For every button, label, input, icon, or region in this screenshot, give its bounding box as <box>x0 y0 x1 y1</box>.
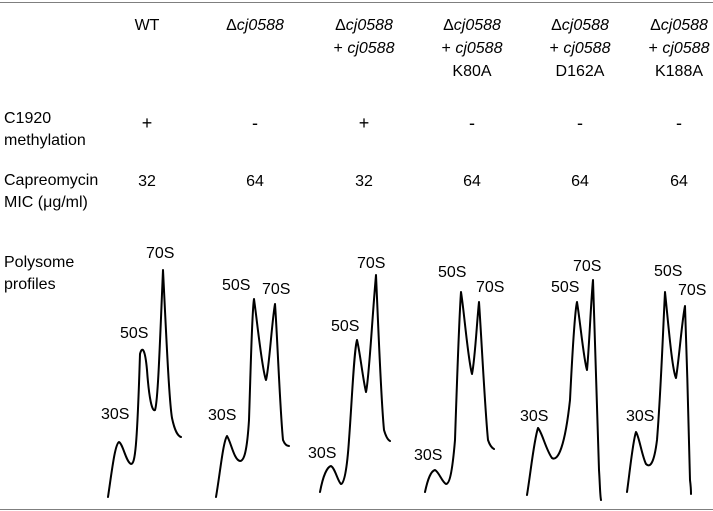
row-label-line: Polysome <box>4 254 75 271</box>
gene-name: cj0588 <box>660 17 708 34</box>
polysome-profile-mutant: 30S 50S 70S <box>208 277 290 498</box>
column-header-k80a: Δcj0588 + cj0588 K80A <box>418 14 526 83</box>
header-text: Δ <box>650 17 661 34</box>
methylation-value: - <box>676 113 682 133</box>
column-header-line: Δcj0588 <box>526 14 634 37</box>
column-header-mutant: Δcj0588 <box>201 14 309 37</box>
peak-label-50s: 50S <box>551 279 579 296</box>
gene-name: cj0588 <box>561 17 609 34</box>
row-label-line: C1920 <box>4 110 52 127</box>
polysome-trace <box>107 269 182 498</box>
methylation-value: - <box>252 113 258 133</box>
row-label-mic: Capreomycin MIC (μg/ml) <box>4 170 98 214</box>
methylation-value: + <box>358 113 370 133</box>
polysome-trace <box>215 298 290 498</box>
header-text: K188A <box>654 63 704 80</box>
column-header-line: K80A <box>418 60 526 83</box>
header-text: WT <box>134 17 160 34</box>
row-label-polysome: Polysome profiles <box>4 252 74 296</box>
header-text: Δ <box>443 17 454 34</box>
peak-label-70s: 70S <box>146 245 174 262</box>
row-label-line: MIC (μg/ml) <box>4 194 88 211</box>
peak-label-70s: 70S <box>357 255 385 272</box>
column-header-line: + cj0588 <box>625 37 713 60</box>
header-text: Δ <box>335 17 346 34</box>
gene-name: cj0588 <box>236 17 284 34</box>
peak-label-70s: 70S <box>678 282 706 299</box>
polysome-profile-k188a: 30S 50S 70S <box>626 263 706 495</box>
gene-name: cj0588 <box>563 40 611 57</box>
mic-value: 64 <box>246 173 264 190</box>
header-text: Δ <box>551 17 562 34</box>
peak-label-30s: 30S <box>101 406 129 423</box>
methylation-value: - <box>469 113 475 133</box>
row-label-line: methylation <box>4 132 86 149</box>
column-header-line: WT <box>93 14 201 37</box>
polysome-profile-d162a: 30S 50S 70S <box>520 258 602 501</box>
peak-label-50s: 50S <box>222 277 250 294</box>
column-header-line: Δcj0588 <box>625 14 713 37</box>
column-header-line: Δcj0588 <box>418 14 526 37</box>
header-text: + <box>441 40 456 57</box>
header-text: + <box>648 40 663 57</box>
table-bottom-rule <box>0 509 713 510</box>
column-header-line: D162A <box>526 60 634 83</box>
polysome-trace <box>626 291 692 495</box>
gene-name: cj0588 <box>455 40 503 57</box>
column-header-line: + cj0588 <box>526 37 634 60</box>
peak-label-30s: 30S <box>414 447 442 464</box>
peak-label-30s: 30S <box>308 445 336 462</box>
polysome-trace <box>424 291 495 493</box>
column-header-line: + cj0588 <box>310 37 418 60</box>
peak-label-30s: 30S <box>626 408 654 425</box>
gene-name: cj0588 <box>662 40 710 57</box>
polysome-profile-complemented: 30S 50S 70S <box>308 255 391 493</box>
polysome-profile-wt: 30S 50S 70S <box>101 245 182 498</box>
gene-name: cj0588 <box>345 17 393 34</box>
mic-value: 64 <box>670 173 688 190</box>
mic-value: 32 <box>355 173 373 190</box>
peak-label-70s: 70S <box>476 279 504 296</box>
column-header-line: + cj0588 <box>418 37 526 60</box>
column-header-wt: WT <box>93 14 201 37</box>
gene-name: cj0588 <box>347 40 395 57</box>
gene-name: cj0588 <box>453 17 501 34</box>
header-text: Δ <box>226 17 237 34</box>
mic-value: 64 <box>463 173 481 190</box>
polysome-trace <box>319 274 391 493</box>
peak-label-50s: 50S <box>120 325 148 342</box>
table-top-rule <box>0 2 713 3</box>
column-header-line: K188A <box>625 60 713 83</box>
row-label-methylation: C1920 methylation <box>4 108 86 152</box>
header-text: D162A <box>555 63 605 80</box>
polysome-profile-k80a: 30S 50S 70S <box>414 264 504 493</box>
peak-label-50s: 50S <box>331 318 359 335</box>
header-text: + <box>549 40 564 57</box>
mic-value: 32 <box>138 173 156 190</box>
column-header-line: Δcj0588 <box>201 14 309 37</box>
methylation-value: + <box>141 113 153 133</box>
header-text: + <box>333 40 348 57</box>
mic-value: 64 <box>571 173 589 190</box>
column-header-k188a: Δcj0588 + cj0588 K188A <box>625 14 713 83</box>
peak-label-70s: 70S <box>573 258 601 275</box>
methylation-value: - <box>577 113 583 133</box>
row-label-line: profiles <box>4 276 56 293</box>
peak-label-30s: 30S <box>208 407 236 424</box>
polysome-trace <box>526 279 602 501</box>
peak-label-30s: 30S <box>520 408 548 425</box>
header-text: K80A <box>452 63 492 80</box>
row-label-line: Capreomycin <box>4 172 99 189</box>
peak-label-70s: 70S <box>262 281 290 298</box>
peak-label-50s: 50S <box>438 264 466 281</box>
peak-label-50s: 50S <box>654 263 682 280</box>
column-header-d162a: Δcj0588 + cj0588 D162A <box>526 14 634 83</box>
column-header-complemented: Δcj0588 + cj0588 <box>310 14 418 60</box>
column-header-line: Δcj0588 <box>310 14 418 37</box>
